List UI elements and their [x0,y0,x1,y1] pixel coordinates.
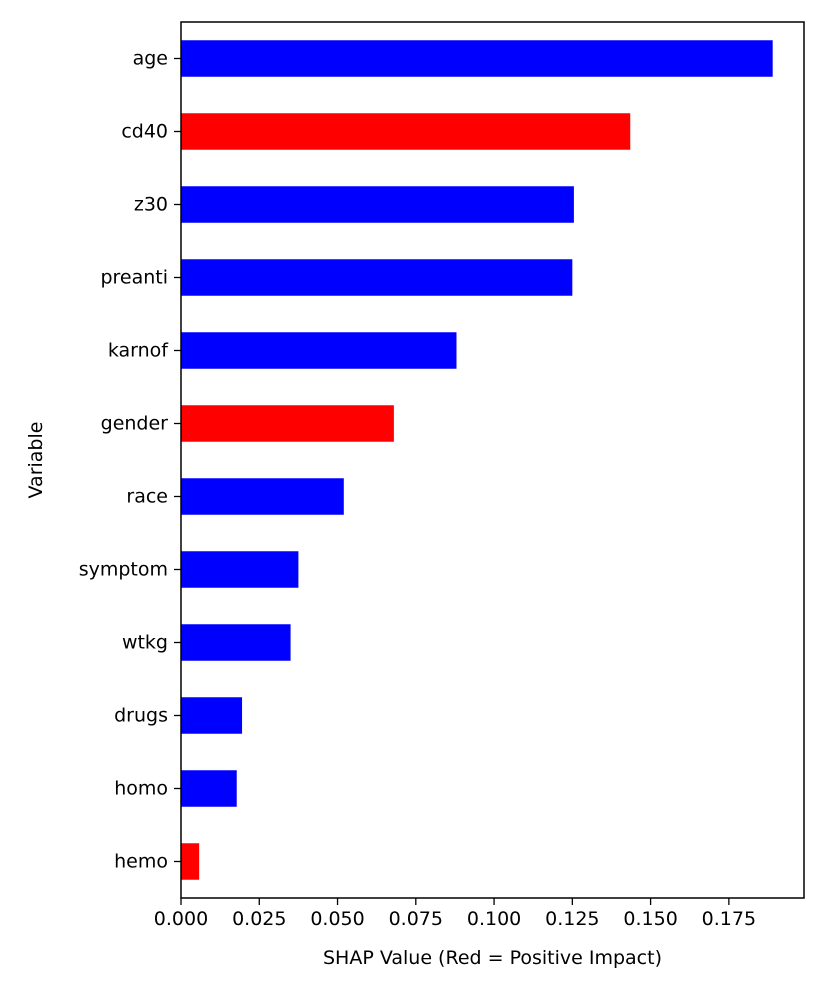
x-axis-ticks: 0.000 0.025 0.050 0.075 0.100 0.125 0.150 0.175 [154,898,756,930]
bar-drugs [181,697,243,734]
x-axis-label: SHAP Value (Red = Positive Impact) [323,947,662,969]
x-tick-label: 0.000 [154,908,208,930]
y-tick-label: homo [114,778,168,800]
x-tick-label: 0.025 [232,908,286,930]
x-tick-label: 0.150 [623,908,677,930]
y-tick-label: gender [101,413,169,435]
y-tick-label: preanti [100,267,168,289]
y-tick-label: hemo [114,851,168,873]
y-tick-label: karnof [108,340,169,362]
x-tick-label: 0.125 [545,908,599,930]
bar-preanti [181,259,573,296]
y-tick-label: age [133,48,168,70]
bar-symptom [181,551,299,588]
y-tick-label: race [126,486,168,508]
bar-gender [181,405,394,442]
x-tick-label: 0.075 [389,908,443,930]
y-axis-label: Variable [25,422,47,499]
y-tick-label: symptom [79,559,168,581]
y-tick-label: cd40 [121,121,168,143]
x-tick-label: 0.175 [702,908,756,930]
plot-frame [180,21,805,899]
bar-race [181,478,344,515]
bar-age [181,40,773,77]
x-tick-label: 0.050 [310,908,364,930]
bar-wtkg [181,624,291,661]
y-tick-label: drugs [114,705,168,727]
y-axis-ticks: age cd40 z30 preanti karnof gender race symptom… [79,48,181,873]
bar-cd40 [181,113,631,150]
y-tick-label: z30 [134,194,168,216]
bar-hemo [181,843,200,880]
y-tick-label: wtkg [122,632,168,654]
bar-karnof [181,332,457,369]
x-tick-label: 0.100 [467,908,521,930]
bar-z30 [181,186,574,223]
bar-homo [181,770,237,807]
bars-layer [181,40,773,880]
